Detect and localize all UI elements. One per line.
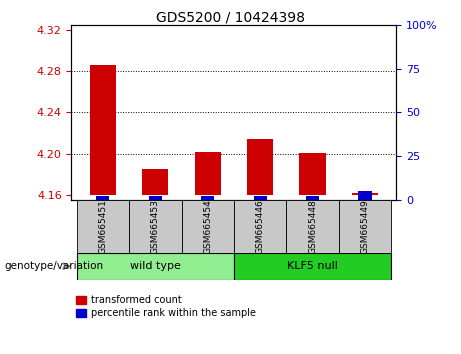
Legend: transformed count, percentile rank within the sample: transformed count, percentile rank withi… bbox=[77, 295, 256, 318]
Bar bbox=[90, 65, 116, 195]
Text: GSM665448: GSM665448 bbox=[308, 199, 317, 254]
Text: GSM665449: GSM665449 bbox=[361, 199, 370, 254]
Bar bbox=[234, 253, 391, 280]
Bar bbox=[182, 200, 234, 253]
Bar bbox=[149, 196, 162, 200]
Bar bbox=[247, 139, 273, 195]
Bar bbox=[96, 196, 109, 200]
Text: wild type: wild type bbox=[130, 261, 181, 272]
Bar bbox=[201, 196, 214, 200]
Bar bbox=[234, 200, 286, 253]
Bar bbox=[359, 191, 372, 200]
Bar bbox=[306, 196, 319, 200]
Bar bbox=[77, 253, 234, 280]
Text: GSM665446: GSM665446 bbox=[256, 199, 265, 254]
Text: GSM665451: GSM665451 bbox=[98, 199, 107, 254]
Text: GSM665454: GSM665454 bbox=[203, 199, 212, 254]
Bar bbox=[77, 200, 129, 253]
Bar bbox=[129, 200, 182, 253]
Bar bbox=[300, 153, 325, 195]
Text: genotype/variation: genotype/variation bbox=[5, 261, 104, 271]
Bar bbox=[195, 152, 221, 195]
Text: GSM665453: GSM665453 bbox=[151, 199, 160, 254]
Bar bbox=[254, 196, 267, 200]
Bar bbox=[142, 169, 168, 195]
Bar bbox=[286, 200, 339, 253]
Bar bbox=[339, 200, 391, 253]
Bar bbox=[352, 193, 378, 195]
Text: KLF5 null: KLF5 null bbox=[287, 261, 338, 272]
Text: GDS5200 / 10424398: GDS5200 / 10424398 bbox=[156, 11, 305, 25]
